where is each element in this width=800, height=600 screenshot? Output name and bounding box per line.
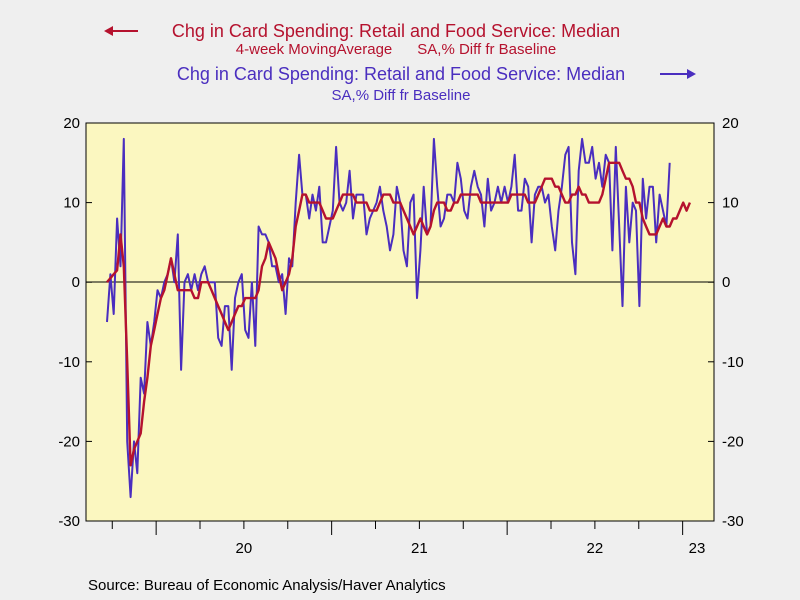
legend-entry-weekly: Chg in Card Spending: Retail and Food Se… <box>177 64 696 104</box>
y-left-tick-label: -10 <box>58 354 80 371</box>
y-right-tick-label: 0 <box>722 274 730 291</box>
y-left-tick-label: -30 <box>58 513 80 530</box>
y-right-tick-label: -20 <box>722 433 744 450</box>
x-tick-label: 22 <box>587 540 604 557</box>
y-axis-right: 20 10 0 -10 -20 -30 <box>708 115 744 530</box>
series-line-moving-average <box>106 161 692 467</box>
y-right-tick-label: -10 <box>722 354 744 371</box>
legend-entry-ma: Chg in Card Spending: Retail and Food Se… <box>104 21 620 58</box>
y-left-tick-label: 10 <box>63 195 80 212</box>
x-tick-label: 23 <box>689 540 706 557</box>
legend-title-ma: Chg in Card Spending: Retail and Food Se… <box>172 21 620 41</box>
y-right-tick-label: -30 <box>722 513 744 530</box>
legend-title-weekly: Chg in Card Spending: Retail and Food Se… <box>177 64 625 84</box>
series-line-weekly <box>106 137 671 499</box>
legend-subtitle-weekly: SA,% Diff fr Baseline <box>332 87 471 104</box>
y-right-tick-label: 20 <box>722 115 739 132</box>
legend-arrow-left-icon <box>104 26 113 36</box>
x-tick-label: 20 <box>236 540 253 557</box>
x-tick-label: 21 <box>411 540 428 557</box>
y-left-tick-label: 0 <box>72 274 80 291</box>
y-right-tick-label: 10 <box>722 195 739 212</box>
y-left-tick-label: 20 <box>63 115 80 132</box>
source-note: Source: Bureau of Economic Analysis/Have… <box>88 577 446 594</box>
x-axis: 20 21 22 23 <box>111 521 706 557</box>
y-axis-left: 20 10 0 -10 -20 -30 <box>58 115 92 530</box>
legend-subtitle-ma: 4-week MovingAverage SA,% Diff fr Baseli… <box>236 41 556 58</box>
legend-arrow-right-icon <box>687 69 696 79</box>
y-left-tick-label: -20 <box>58 433 80 450</box>
legend: Chg in Card Spending: Retail and Food Se… <box>104 21 696 104</box>
series-layer <box>106 137 692 499</box>
